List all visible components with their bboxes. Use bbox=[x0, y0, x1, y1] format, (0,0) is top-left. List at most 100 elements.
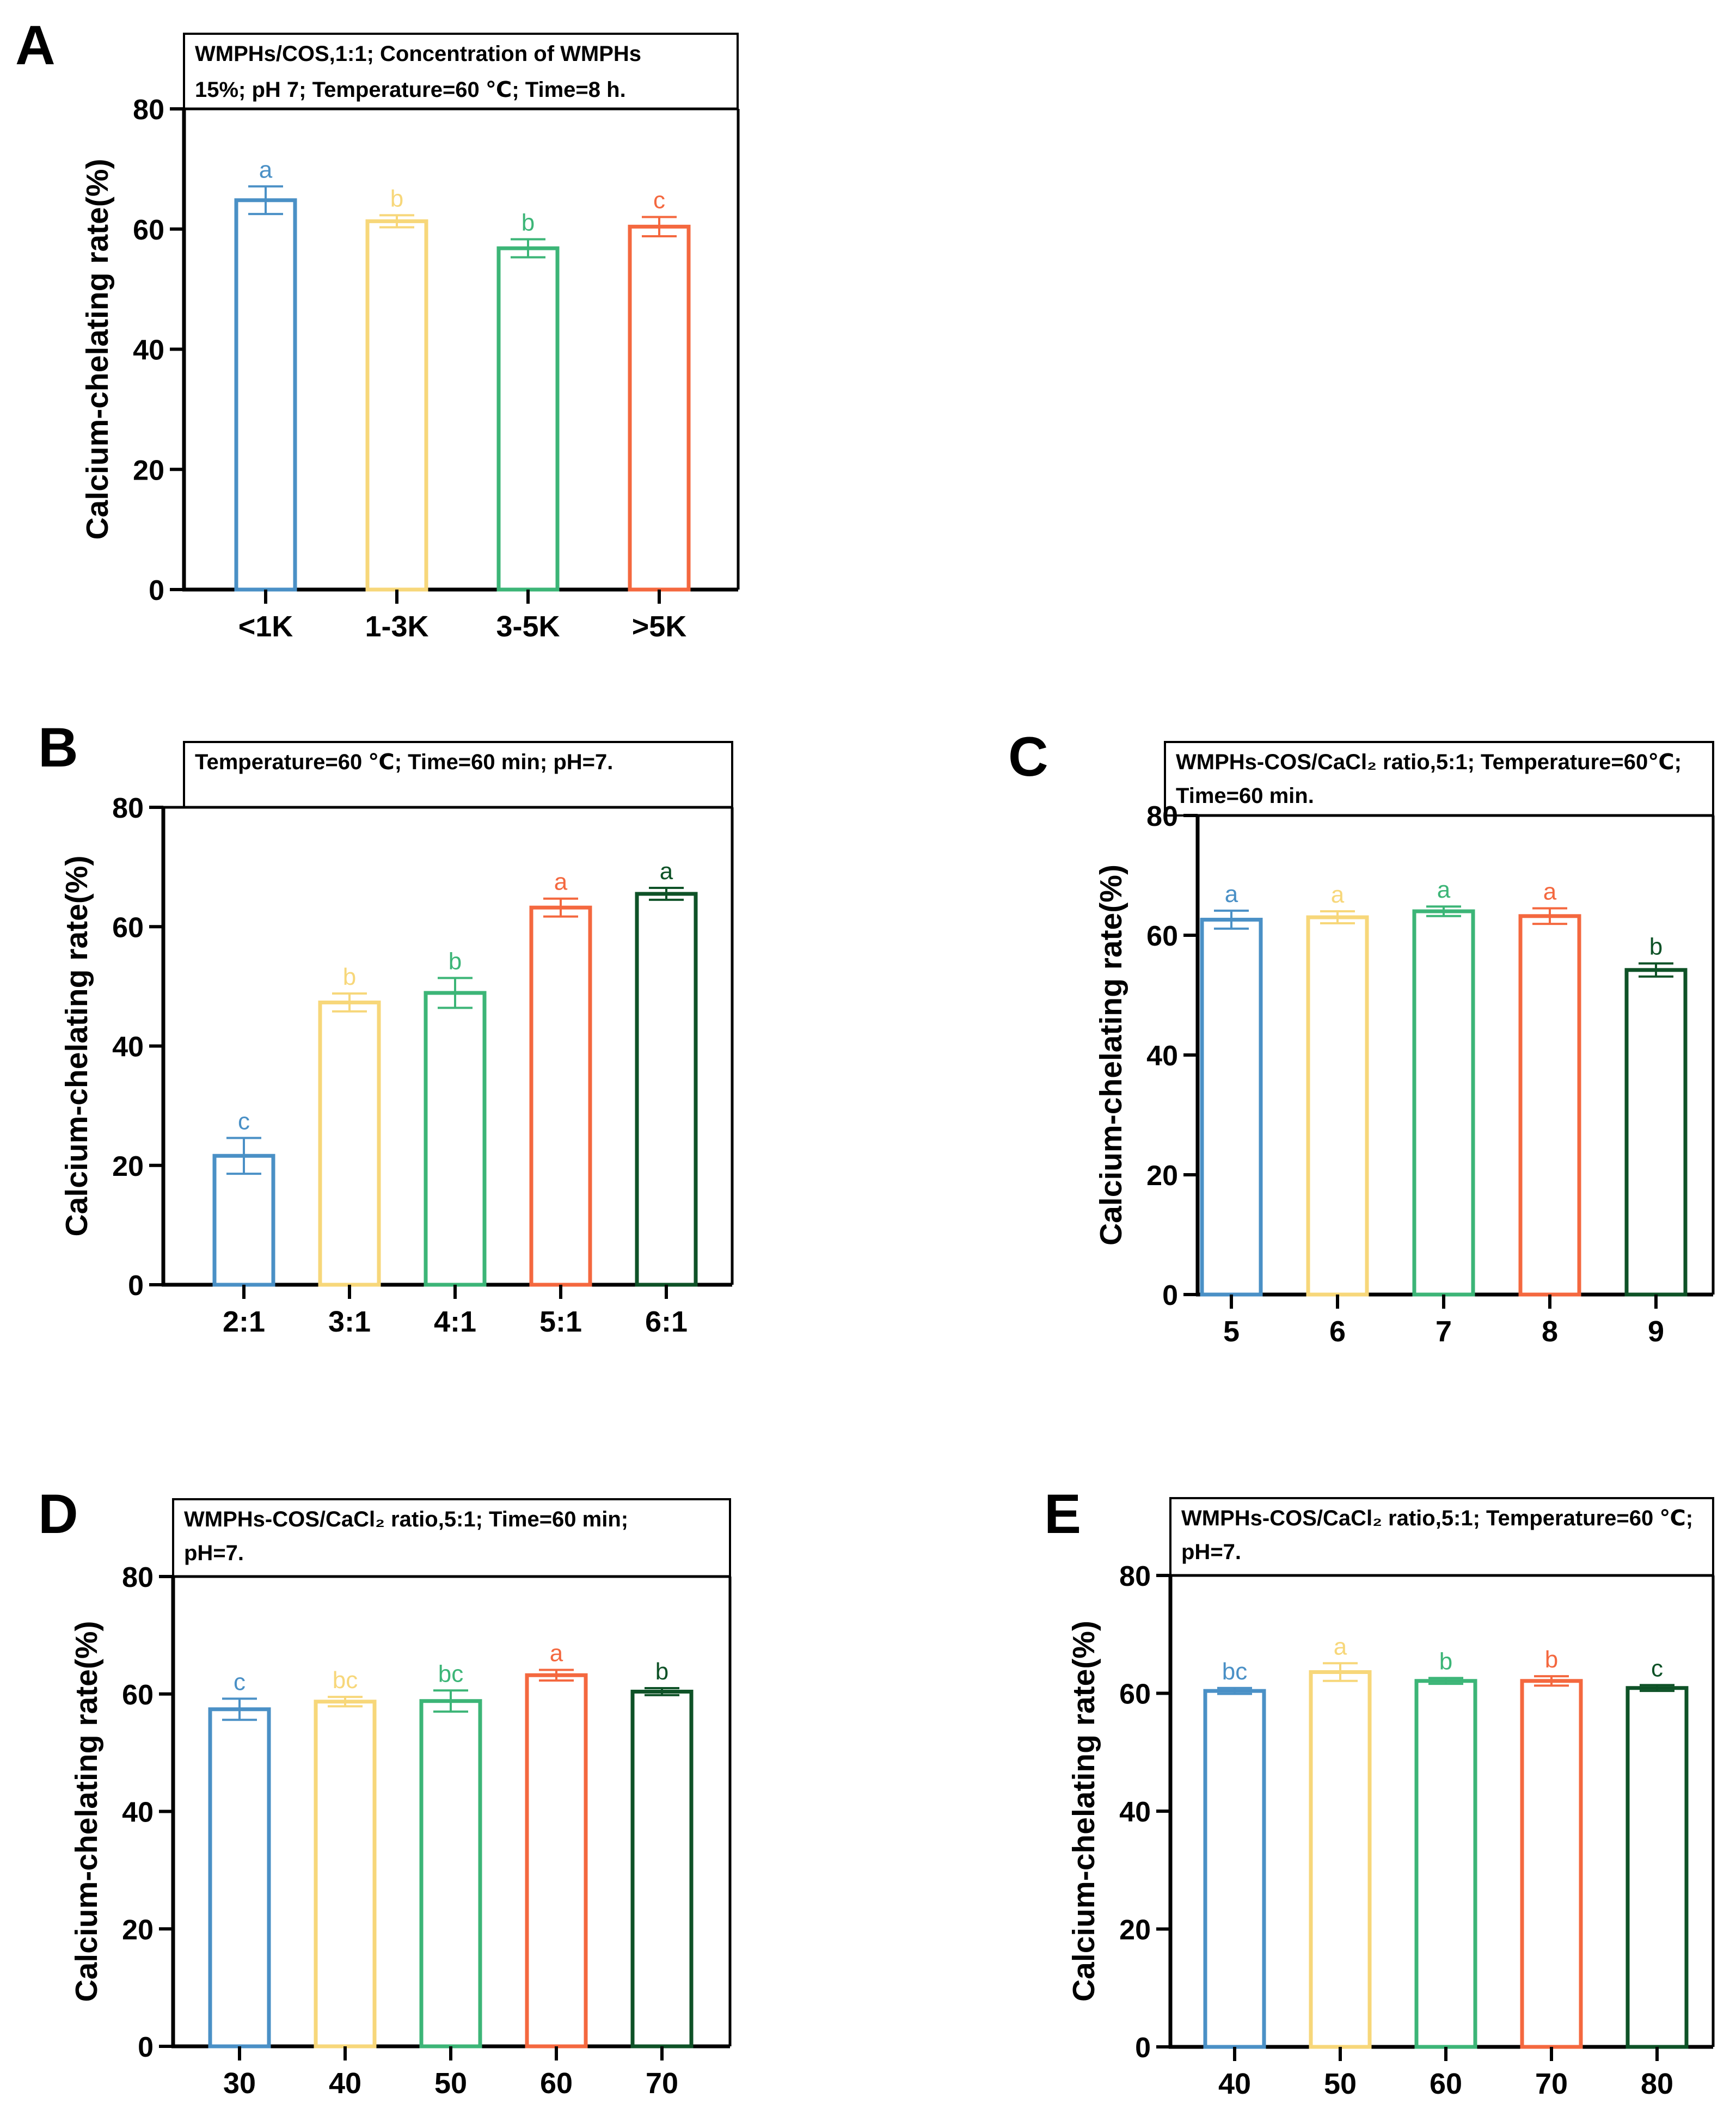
bar bbox=[1518, 914, 1581, 1297]
y-tick-label: 40 bbox=[112, 1032, 144, 1063]
panel-e: E WMPHs-COS/CaCl₂ ratio,5:1; Temperature=… bbox=[1044, 1483, 1715, 2100]
y-tick-label: 80 bbox=[133, 94, 164, 126]
bar bbox=[628, 224, 691, 592]
significance-label: b bbox=[655, 1658, 668, 1685]
significance-label: b bbox=[522, 210, 535, 236]
panel-letter: A bbox=[15, 14, 56, 76]
bar bbox=[1309, 1670, 1372, 2049]
bar bbox=[1200, 917, 1263, 1297]
panel-d: D WMPHs-COS/CaCl₂ ratio,5:1; Time=60 min;… bbox=[38, 1483, 732, 2100]
bar bbox=[1625, 1686, 1689, 2049]
bar bbox=[496, 246, 560, 592]
y-tick-label: 60 bbox=[1119, 1679, 1151, 1710]
annotation-line: WMPHs-COS/CaCl₂ ratio,5:1; Time=60 min; bbox=[184, 1507, 628, 1531]
bar bbox=[318, 1000, 381, 1287]
bar bbox=[525, 1673, 588, 2049]
y-tick-label: 0 bbox=[138, 2032, 154, 2063]
y-tick-label: 60 bbox=[122, 1679, 154, 1711]
x-tick-label: 40 bbox=[329, 2067, 361, 2100]
y-tick-label: 20 bbox=[122, 1914, 154, 1946]
y-tick-label: 0 bbox=[149, 575, 164, 606]
annotation-line: pH=7. bbox=[1181, 1540, 1241, 1564]
annotation-box bbox=[1169, 1497, 1714, 1577]
x-tick-label: 4:1 bbox=[434, 1305, 476, 1338]
significance-label: a bbox=[1543, 879, 1557, 905]
significance-label: c bbox=[653, 187, 665, 214]
significance-label: a bbox=[554, 869, 568, 896]
annotation-line: WMPHs-COS/CaCl₂ ratio,5:1; Temperature=6… bbox=[1181, 1506, 1693, 1530]
significance-label: b bbox=[390, 185, 403, 212]
x-tick-label: 5:1 bbox=[539, 1305, 582, 1338]
x-tick-label: 80 bbox=[1641, 2068, 1673, 2100]
bar bbox=[208, 1707, 271, 2049]
x-tick-label: 40 bbox=[1218, 2068, 1251, 2100]
y-tick-label: 80 bbox=[1119, 1561, 1151, 1592]
bar bbox=[212, 1154, 275, 1287]
bar bbox=[1414, 1679, 1477, 2049]
bar bbox=[1412, 909, 1475, 1297]
y-tick-label: 60 bbox=[133, 214, 164, 246]
x-tick-label: 30 bbox=[223, 2067, 256, 2100]
x-tick-label: 5 bbox=[1223, 1315, 1240, 1348]
significance-label: b bbox=[449, 948, 462, 975]
bar bbox=[635, 892, 698, 1287]
y-tick-label: 60 bbox=[1146, 921, 1178, 952]
significance-label: bc bbox=[1222, 1658, 1247, 1685]
y-tick-label: 0 bbox=[1135, 2032, 1151, 2064]
significance-label: a bbox=[259, 156, 273, 183]
x-tick-label: 6 bbox=[1329, 1315, 1346, 1348]
y-tick-label: 0 bbox=[128, 1270, 144, 1302]
bar bbox=[630, 1689, 694, 2049]
y-tick-label: 20 bbox=[112, 1151, 144, 1182]
y-tick-label: 40 bbox=[1146, 1040, 1178, 1072]
y-axis-label: Calcium-chelating rate(%) bbox=[80, 159, 115, 540]
bar bbox=[1203, 1689, 1266, 2049]
significance-label: a bbox=[1331, 881, 1345, 908]
annotation-line: WMPHs-COS/CaCl₂ ratio,5:1; Temperature=6… bbox=[1176, 750, 1682, 774]
significance-label: c bbox=[238, 1108, 250, 1134]
y-tick-label: 20 bbox=[1119, 1915, 1151, 1946]
significance-label: b bbox=[1649, 934, 1663, 960]
x-tick-label: 1-3K bbox=[365, 610, 428, 643]
bar bbox=[419, 1699, 482, 2049]
x-tick-label: 3-5K bbox=[496, 610, 560, 643]
x-tick-label: 60 bbox=[1430, 2068, 1462, 2100]
y-axis-label: Calcium-chelating rate(%) bbox=[59, 856, 94, 1237]
significance-label: b bbox=[1439, 1648, 1452, 1675]
x-tick-label: <1K bbox=[238, 610, 293, 643]
x-tick-label: >5K bbox=[632, 610, 687, 643]
y-tick-label: 40 bbox=[1119, 1796, 1151, 1828]
significance-label: c bbox=[1651, 1655, 1663, 1682]
bar bbox=[314, 1700, 377, 2049]
significance-label: c bbox=[234, 1669, 246, 1695]
x-tick-label: 70 bbox=[1535, 2068, 1568, 2100]
bar bbox=[1306, 915, 1369, 1297]
x-tick-label: 50 bbox=[434, 2067, 467, 2100]
x-tick-label: 7 bbox=[1436, 1315, 1452, 1348]
annotation-line: 15%; pH 7; Temperature=60 ℃; Time=8 h. bbox=[195, 78, 626, 102]
x-tick-label: 6:1 bbox=[645, 1305, 688, 1338]
y-axis-label: Calcium-chelating rate(%) bbox=[1094, 864, 1128, 1246]
panel-letter: C bbox=[1008, 726, 1048, 788]
bar bbox=[365, 219, 428, 592]
panel-a: A WMPHs/COS,1:1; Concentration of WMPHs 15… bbox=[15, 14, 740, 643]
x-tick-label: 8 bbox=[1542, 1315, 1558, 1348]
significance-label: a bbox=[550, 1640, 563, 1667]
panel-letter: D bbox=[38, 1483, 78, 1545]
y-tick-label: 20 bbox=[133, 455, 164, 486]
bar bbox=[1520, 1679, 1583, 2049]
significance-label: a bbox=[1437, 876, 1451, 903]
x-tick-label: 9 bbox=[1648, 1315, 1664, 1348]
annotation-line: pH=7. bbox=[184, 1541, 244, 1565]
y-tick-label: 20 bbox=[1146, 1160, 1178, 1192]
panel-letter: E bbox=[1044, 1483, 1081, 1545]
significance-label: b bbox=[1545, 1646, 1558, 1673]
x-tick-label: 70 bbox=[646, 2067, 678, 2100]
annotation-line: Time=60 min. bbox=[1176, 784, 1314, 808]
y-tick-label: 0 bbox=[1162, 1280, 1178, 1311]
significance-label: bc bbox=[333, 1667, 358, 1694]
significance-label: a bbox=[1225, 881, 1238, 907]
y-axis-label: Calcium-chelating rate(%) bbox=[1066, 1621, 1101, 2002]
x-tick-label: 50 bbox=[1324, 2068, 1357, 2100]
